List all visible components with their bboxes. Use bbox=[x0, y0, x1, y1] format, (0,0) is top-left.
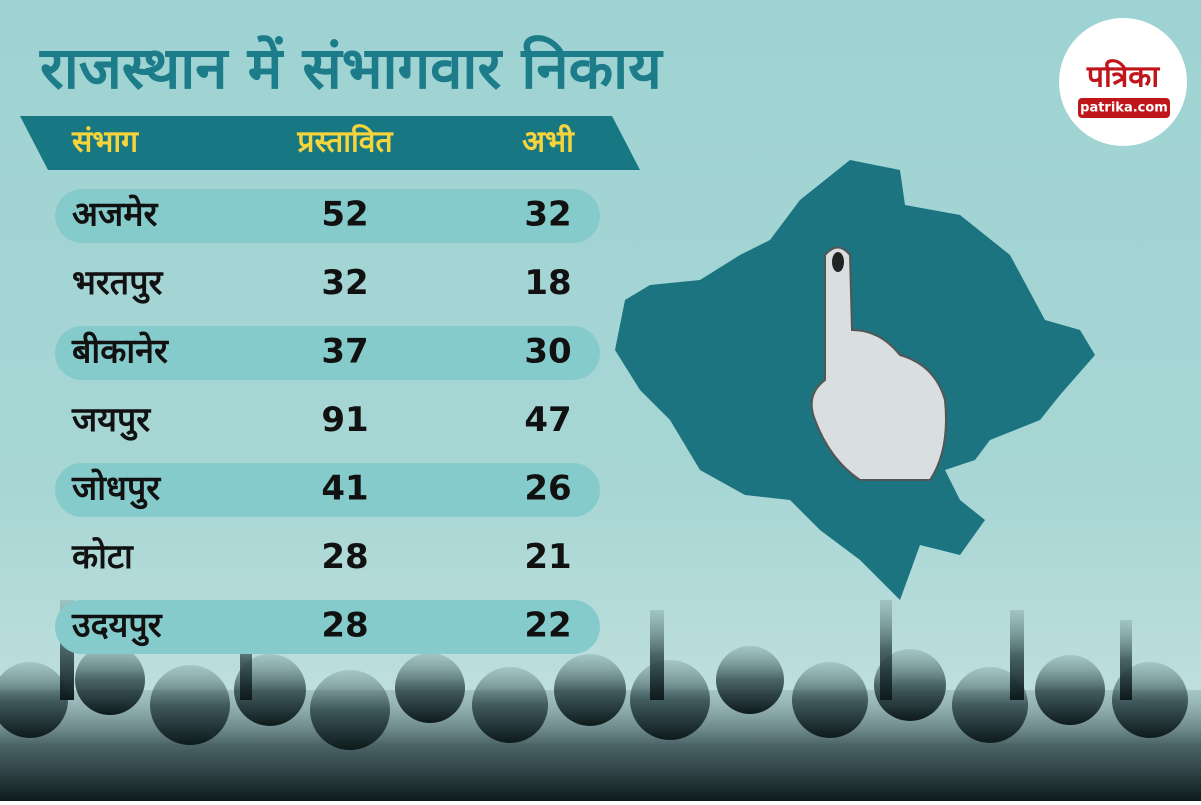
division-name: उदयपुर bbox=[71, 606, 163, 647]
count-cell: 22 bbox=[524, 606, 571, 646]
division-name: अजमेर bbox=[72, 194, 159, 235]
table: संभाग प्रस्तावित अभी अजमेर 52 32 भरतपुर 32 18 बीक… bbox=[55, 124, 600, 654]
count-cell: 32 bbox=[321, 263, 368, 303]
count-cell: 28 bbox=[321, 606, 368, 646]
column-header: संभाग bbox=[71, 125, 139, 160]
count-cell: 21 bbox=[524, 537, 571, 577]
logo-site: patrika.com bbox=[1080, 101, 1168, 116]
title: राजस्थान में संभागवार निकाय bbox=[39, 34, 664, 102]
division-name: भरतपुर bbox=[72, 263, 163, 304]
count-cell: 52 bbox=[321, 195, 368, 235]
column-header: प्रस्तावित bbox=[296, 124, 394, 160]
division-name: जोधपुर bbox=[71, 468, 161, 510]
row-band bbox=[55, 463, 600, 517]
logo-name: पत्रिका bbox=[1086, 59, 1160, 95]
division-name: जयपुर bbox=[71, 400, 151, 441]
row-band bbox=[55, 189, 600, 243]
crowd bbox=[0, 600, 1201, 801]
count-cell: 47 bbox=[524, 400, 571, 440]
count-cell: 41 bbox=[321, 469, 368, 509]
count-cell: 26 bbox=[524, 469, 571, 509]
count-cell: 91 bbox=[321, 400, 368, 440]
row-band bbox=[55, 600, 600, 654]
count-cell: 30 bbox=[524, 332, 571, 372]
row-band bbox=[55, 326, 600, 380]
voting-finger bbox=[810, 246, 947, 481]
ink-mark bbox=[832, 252, 844, 272]
logo-badge bbox=[1078, 98, 1170, 118]
count-cell: 28 bbox=[321, 537, 368, 577]
column-header: अभी bbox=[522, 124, 575, 160]
count-cell: 18 bbox=[524, 263, 571, 303]
count-cell: 32 bbox=[524, 195, 571, 235]
division-name: कोटा bbox=[71, 536, 134, 577]
division-name: बीकानेर bbox=[71, 331, 169, 372]
table-header-bar bbox=[20, 116, 640, 170]
count-cell: 37 bbox=[321, 332, 368, 372]
